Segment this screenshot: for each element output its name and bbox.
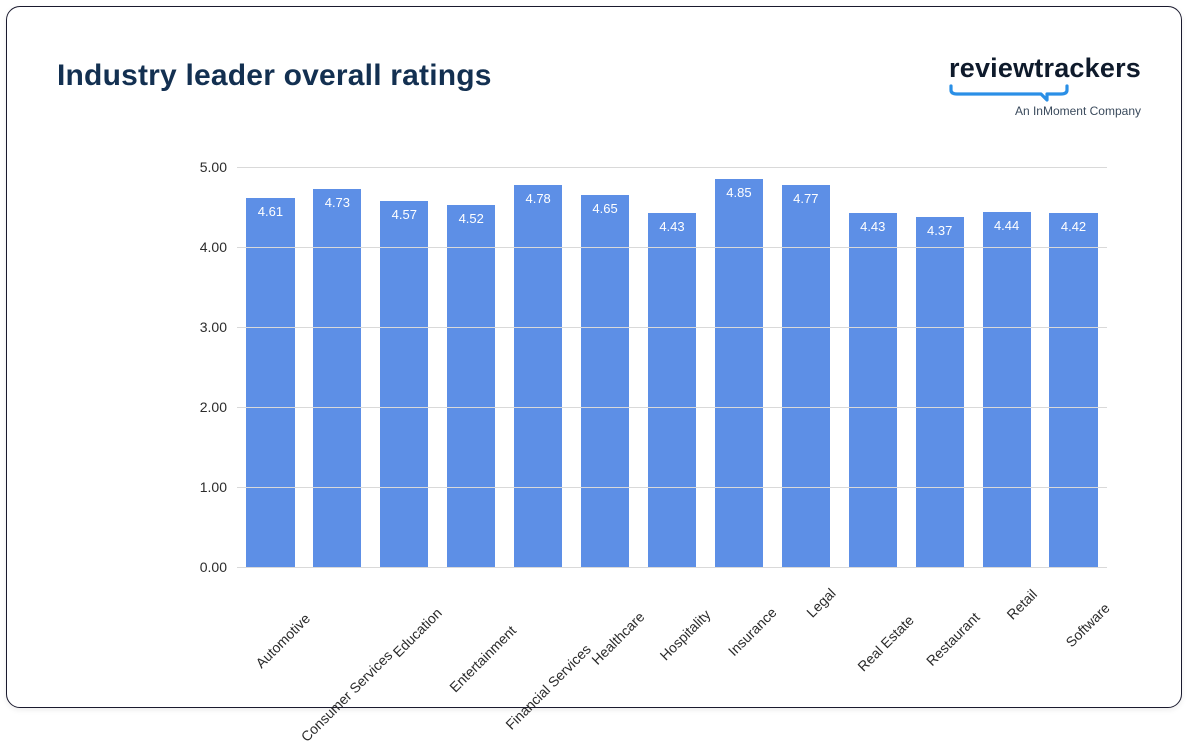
gridline [237, 327, 1107, 328]
bar-slot: 4.65 [572, 167, 639, 567]
bar: 4.77 [782, 185, 830, 567]
x-tick-label: Entertainment [497, 572, 570, 645]
gridline [237, 407, 1107, 408]
bar-slot: 4.77 [772, 167, 839, 567]
header: Industry leader overall ratings reviewtr… [57, 59, 1141, 119]
bar: 4.44 [983, 212, 1031, 567]
bar: 4.61 [246, 198, 294, 567]
x-axis-labels: AutomotiveConsumer ServicesEducationEnte… [237, 572, 1107, 692]
bar-value-label: 4.57 [380, 207, 428, 222]
gridline [237, 247, 1107, 248]
chart-title: Industry leader overall ratings [57, 59, 492, 93]
bar-value-label: 4.42 [1049, 219, 1097, 234]
bar-slot: 4.61 [237, 167, 304, 567]
bar-slot: 4.78 [505, 167, 572, 567]
bar-slot: 4.73 [304, 167, 371, 567]
bar-slot: 4.57 [371, 167, 438, 567]
bar-slot: 4.85 [705, 167, 772, 567]
bar: 4.78 [514, 185, 562, 567]
bar: 4.57 [380, 201, 428, 567]
y-tick-label: 1.00 [200, 479, 227, 495]
bar-value-label: 4.52 [447, 211, 495, 226]
brand-underline-icon [949, 84, 1141, 100]
y-tick-label: 0.00 [200, 559, 227, 575]
bar-slot: 4.44 [973, 167, 1040, 567]
gridline [237, 167, 1107, 168]
gridline [237, 487, 1107, 488]
bar-value-label: 4.61 [246, 204, 294, 219]
bar-value-label: 4.43 [648, 219, 696, 234]
bar-value-label: 4.78 [514, 191, 562, 206]
bar-value-label: 4.44 [983, 218, 1031, 233]
x-tick-label: Retail [1017, 572, 1054, 609]
x-tick-label: Restaurant [960, 572, 1020, 632]
bar-slot: 4.43 [639, 167, 706, 567]
y-tick-label: 2.00 [200, 399, 227, 415]
bar: 4.37 [916, 217, 964, 567]
y-tick-label: 5.00 [200, 159, 227, 175]
plot-area: 4.61 4.73 4.57 4.52 4.78 4.65 4.43 4.85 4.77 4.43… [237, 167, 1107, 567]
y-tick-label: 3.00 [200, 319, 227, 335]
bars-container: 4.61 4.73 4.57 4.52 4.78 4.65 4.43 4.85 4.77 4.43… [237, 167, 1107, 567]
bar-slot: 4.52 [438, 167, 505, 567]
bar-value-label: 4.65 [581, 201, 629, 216]
bar: 4.65 [581, 195, 629, 567]
brand-block: reviewtrackers An InMoment Company [949, 55, 1141, 118]
bar: 4.42 [1049, 213, 1097, 567]
x-tick-label: Insurance [757, 572, 812, 627]
bar-slot: 4.37 [906, 167, 973, 567]
brand-name: reviewtrackers [949, 55, 1141, 82]
bar-value-label: 4.85 [715, 185, 763, 200]
x-tick-label: Automotive [291, 572, 352, 633]
bar: 4.43 [849, 213, 897, 567]
bar: 4.52 [447, 205, 495, 567]
bar-value-label: 4.73 [313, 195, 361, 210]
x-tick-label: Hospitality [691, 572, 748, 629]
bar: 4.85 [715, 179, 763, 567]
bar-value-label: 4.77 [782, 191, 830, 206]
bar: 4.73 [313, 189, 361, 567]
y-tick-label: 4.00 [200, 239, 227, 255]
bar-slot: 4.42 [1040, 167, 1107, 567]
bar-slot: 4.43 [839, 167, 906, 567]
bar: 4.43 [648, 213, 696, 567]
x-tick-label: Real Estate [894, 572, 956, 634]
x-tick-label: Software [1090, 572, 1140, 622]
chart-region: 4.61 4.73 4.57 4.52 4.78 4.65 4.43 4.85 4.77 4.43… [187, 157, 1107, 697]
chart-card: Industry leader overall ratings reviewtr… [6, 6, 1182, 708]
brand-tagline: An InMoment Company [949, 104, 1141, 118]
x-tick-label: Legal [816, 572, 852, 608]
bar-value-label: 4.43 [849, 219, 897, 234]
gridline [237, 567, 1107, 568]
bar-value-label: 4.37 [916, 223, 964, 238]
